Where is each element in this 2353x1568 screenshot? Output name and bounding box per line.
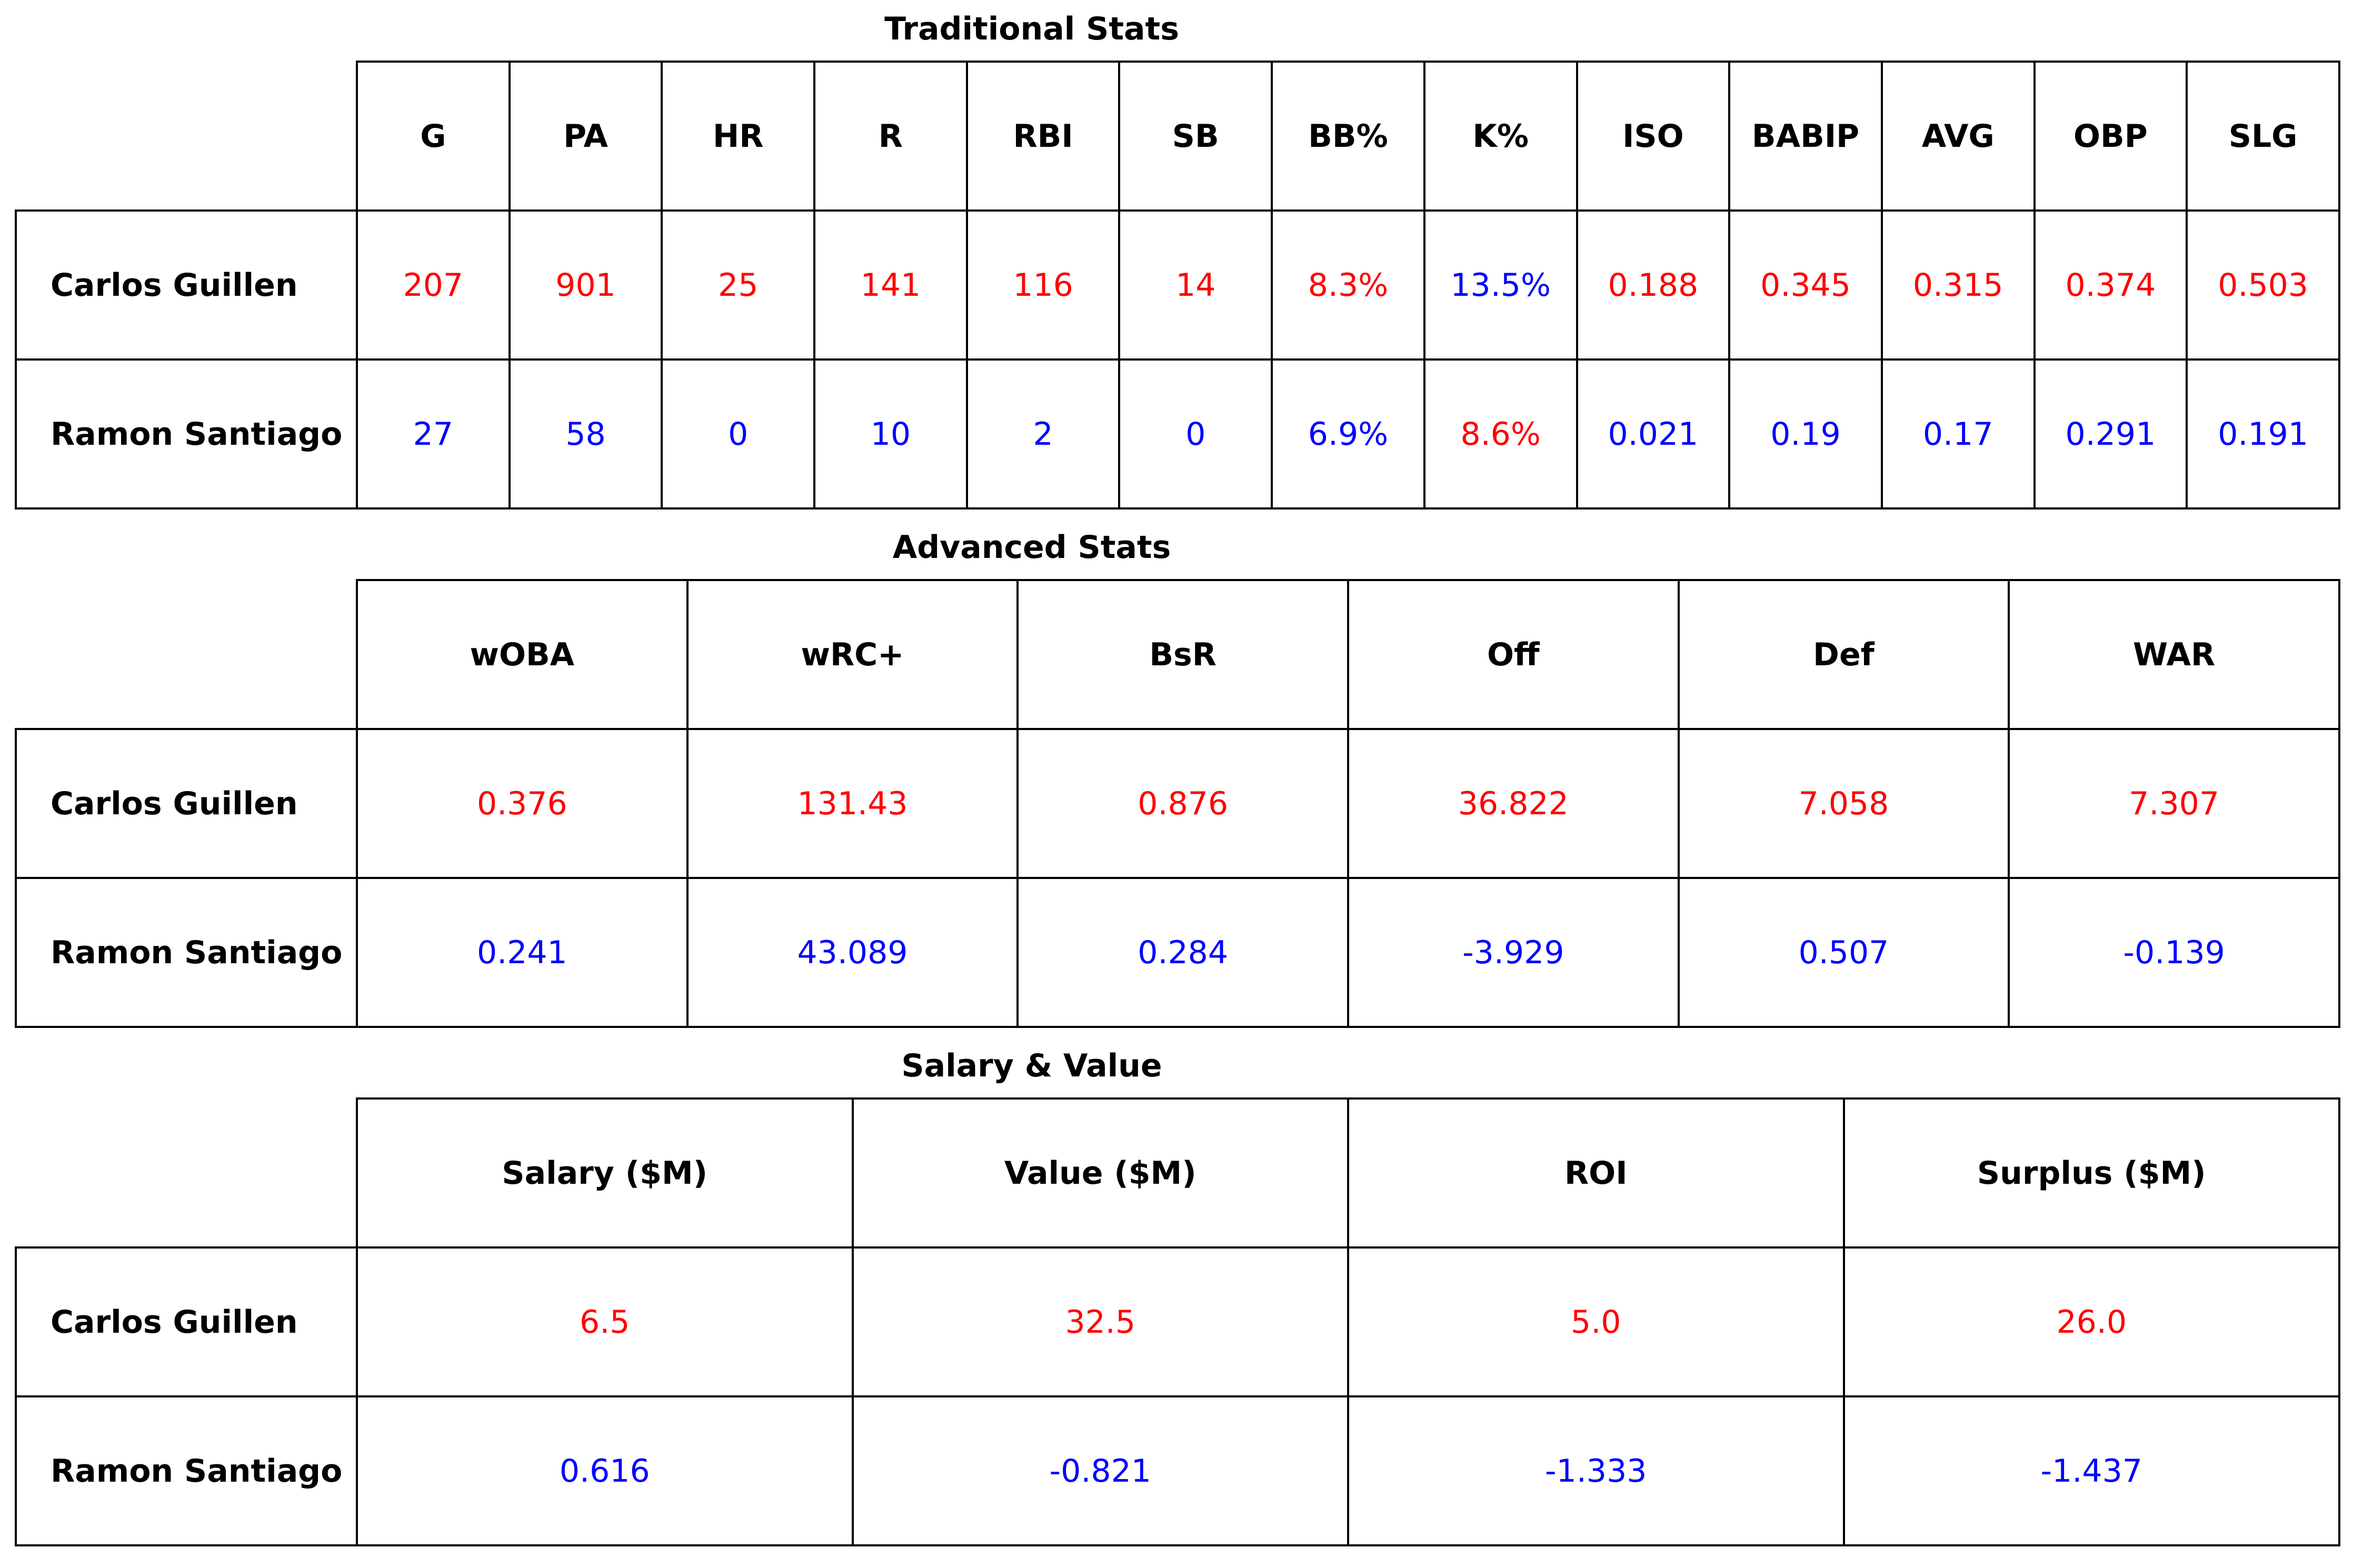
corner-cell xyxy=(16,1098,357,1247)
stat-value-slg: 0.191 xyxy=(2186,358,2340,510)
stat-value-iso: 0.188 xyxy=(1576,209,1731,361)
column-header-war: WAR xyxy=(2008,579,2340,730)
stat-value-k: 13.5% xyxy=(1423,209,1578,361)
player-name: Ramon Santiago xyxy=(15,877,358,1028)
advanced-stats-table: wOBA wRC+ BsR Off Def WAR Carlos Guillen 0.376 1… xyxy=(15,579,2340,1028)
table-row: Ramon Santiago 0.241 43.089 0.284 -3.929 0.50… xyxy=(15,877,2340,1028)
stat-value-sb: 0 xyxy=(1118,358,1273,510)
stat-value-bsr: 0.284 xyxy=(1016,877,1349,1028)
salary-value-section: Salary & Value Salary ($M) Value ($M) ROI S… xyxy=(0,1037,2353,1563)
column-header-babip: BABIP xyxy=(1728,61,1883,212)
stat-value-bb: 6.9% xyxy=(1271,358,1425,510)
stat-value-value-m: 32.5 xyxy=(851,1246,1349,1397)
header-row: G PA HR R RBI SB BB% K% ISO BABIP AVG OBP SLG xyxy=(16,61,2340,212)
stat-value-salary-m: 6.5 xyxy=(356,1246,854,1397)
stat-value-obp: 0.291 xyxy=(2033,358,2188,510)
stat-value-roi: 5.0 xyxy=(1347,1246,1845,1397)
player-name: Carlos Guillen xyxy=(15,1246,358,1397)
stat-value-hr: 0 xyxy=(661,358,816,510)
player-name: Ramon Santiago xyxy=(15,1395,358,1546)
stat-value-def: 7.058 xyxy=(1677,728,2010,879)
column-header-r: R xyxy=(813,61,968,212)
column-header-sb: SB xyxy=(1118,61,1273,212)
stat-value-hr: 25 xyxy=(661,209,816,361)
player-name: Carlos Guillen xyxy=(15,728,358,879)
column-header-bsr: BsR xyxy=(1016,579,1349,730)
stat-value-iso: 0.021 xyxy=(1576,358,1731,510)
stat-value-sb: 14 xyxy=(1118,209,1273,361)
stat-value-woba: 0.241 xyxy=(356,877,689,1028)
stat-value-avg: 0.315 xyxy=(1880,209,2036,361)
column-header-woba: wOBA xyxy=(356,579,689,730)
column-header-def: Def xyxy=(1677,579,2010,730)
player-name: Carlos Guillen xyxy=(15,209,358,361)
stat-value-r: 141 xyxy=(813,209,968,361)
section-title: Traditional Stats xyxy=(884,11,1179,47)
stat-value-pa: 58 xyxy=(508,358,663,510)
stat-value-war: 7.307 xyxy=(2008,728,2340,879)
stat-value-wrc: 131.43 xyxy=(686,728,1019,879)
column-header-wrc: wRC+ xyxy=(686,579,1019,730)
stat-value-rbi: 116 xyxy=(965,209,1121,361)
stat-value-off: -3.929 xyxy=(1347,877,1680,1028)
advanced-stats-section: Advanced Stats wOBA wRC+ BsR Off Def WAR Carlo… xyxy=(0,518,2353,1040)
column-header-value-m: Value ($M) xyxy=(851,1097,1349,1249)
stat-value-salary-m: 0.616 xyxy=(356,1395,854,1546)
column-header-salary-m: Salary ($M) xyxy=(356,1097,854,1249)
stat-value-roi: -1.333 xyxy=(1347,1395,1845,1546)
traditional-stats-section: Traditional Stats G PA HR R RBI SB BB% K% ISO BAB… xyxy=(0,0,2353,521)
table-row: Carlos Guillen 0.376 131.43 0.876 36.822 7.05… xyxy=(15,728,2340,879)
stat-value-babip: 0.19 xyxy=(1728,358,1883,510)
section-title: Advanced Stats xyxy=(892,529,1171,566)
salary-value-table: Salary ($M) Value ($M) ROI Surplus ($M) Carl… xyxy=(15,1097,2340,1546)
table-row: Ramon Santiago 27 58 0 10 2 0 6.9% 8.6% 0.021 0.19… xyxy=(15,358,2340,510)
stat-value-babip: 0.345 xyxy=(1728,209,1883,361)
stat-value-obp: 0.374 xyxy=(2033,209,2188,361)
header-row: Salary ($M) Value ($M) ROI Surplus ($M) xyxy=(16,1097,2340,1249)
stat-value-def: 0.507 xyxy=(1677,877,2010,1028)
header-row: wOBA wRC+ BsR Off Def WAR xyxy=(16,579,2340,730)
stat-value-avg: 0.17 xyxy=(1880,358,2036,510)
stat-value-g: 27 xyxy=(356,358,511,510)
stat-value-slg: 0.503 xyxy=(2186,209,2340,361)
stat-value-wrc: 43.089 xyxy=(686,877,1019,1028)
column-header-hr: HR xyxy=(661,61,816,212)
stat-value-bsr: 0.876 xyxy=(1016,728,1349,879)
column-header-avg: AVG xyxy=(1880,61,2036,212)
column-header-off: Off xyxy=(1347,579,1680,730)
stat-value-pa: 901 xyxy=(508,209,663,361)
table-row: Carlos Guillen 207 901 25 141 116 14 8.3% 13.5% 0… xyxy=(15,209,2340,361)
stat-value-surplus-m: -1.437 xyxy=(1842,1395,2340,1546)
stat-value-k: 8.6% xyxy=(1423,358,1578,510)
corner-cell xyxy=(16,62,357,211)
column-header-rbi: RBI xyxy=(965,61,1121,212)
column-header-k: K% xyxy=(1423,61,1578,212)
stat-value-war: -0.139 xyxy=(2008,877,2340,1028)
column-header-obp: OBP xyxy=(2033,61,2188,212)
column-header-slg: SLG xyxy=(2186,61,2340,212)
stat-value-off: 36.822 xyxy=(1347,728,1680,879)
column-header-iso: ISO xyxy=(1576,61,1731,212)
column-header-roi: ROI xyxy=(1347,1097,1845,1249)
stat-value-surplus-m: 26.0 xyxy=(1842,1246,2340,1397)
traditional-stats-table: G PA HR R RBI SB BB% K% ISO BABIP AVG OBP SLG Carlos … xyxy=(15,61,2340,510)
column-header-bb: BB% xyxy=(1271,61,1425,212)
stat-value-value-m: -0.821 xyxy=(851,1395,1349,1546)
table-row: Carlos Guillen 6.5 32.5 5.0 26.0 xyxy=(15,1246,2340,1397)
column-header-g: G xyxy=(356,61,511,212)
column-header-pa: PA xyxy=(508,61,663,212)
stat-value-bb: 8.3% xyxy=(1271,209,1425,361)
section-title: Salary & Value xyxy=(901,1047,1162,1084)
corner-cell xyxy=(16,580,357,729)
column-header-surplus-m: Surplus ($M) xyxy=(1842,1097,2340,1249)
table-row: Ramon Santiago 0.616 -0.821 -1.333 -1.437 xyxy=(15,1395,2340,1546)
stat-value-rbi: 2 xyxy=(965,358,1121,510)
stat-value-r: 10 xyxy=(813,358,968,510)
player-name: Ramon Santiago xyxy=(15,358,358,510)
stat-value-woba: 0.376 xyxy=(356,728,689,879)
stat-value-g: 207 xyxy=(356,209,511,361)
